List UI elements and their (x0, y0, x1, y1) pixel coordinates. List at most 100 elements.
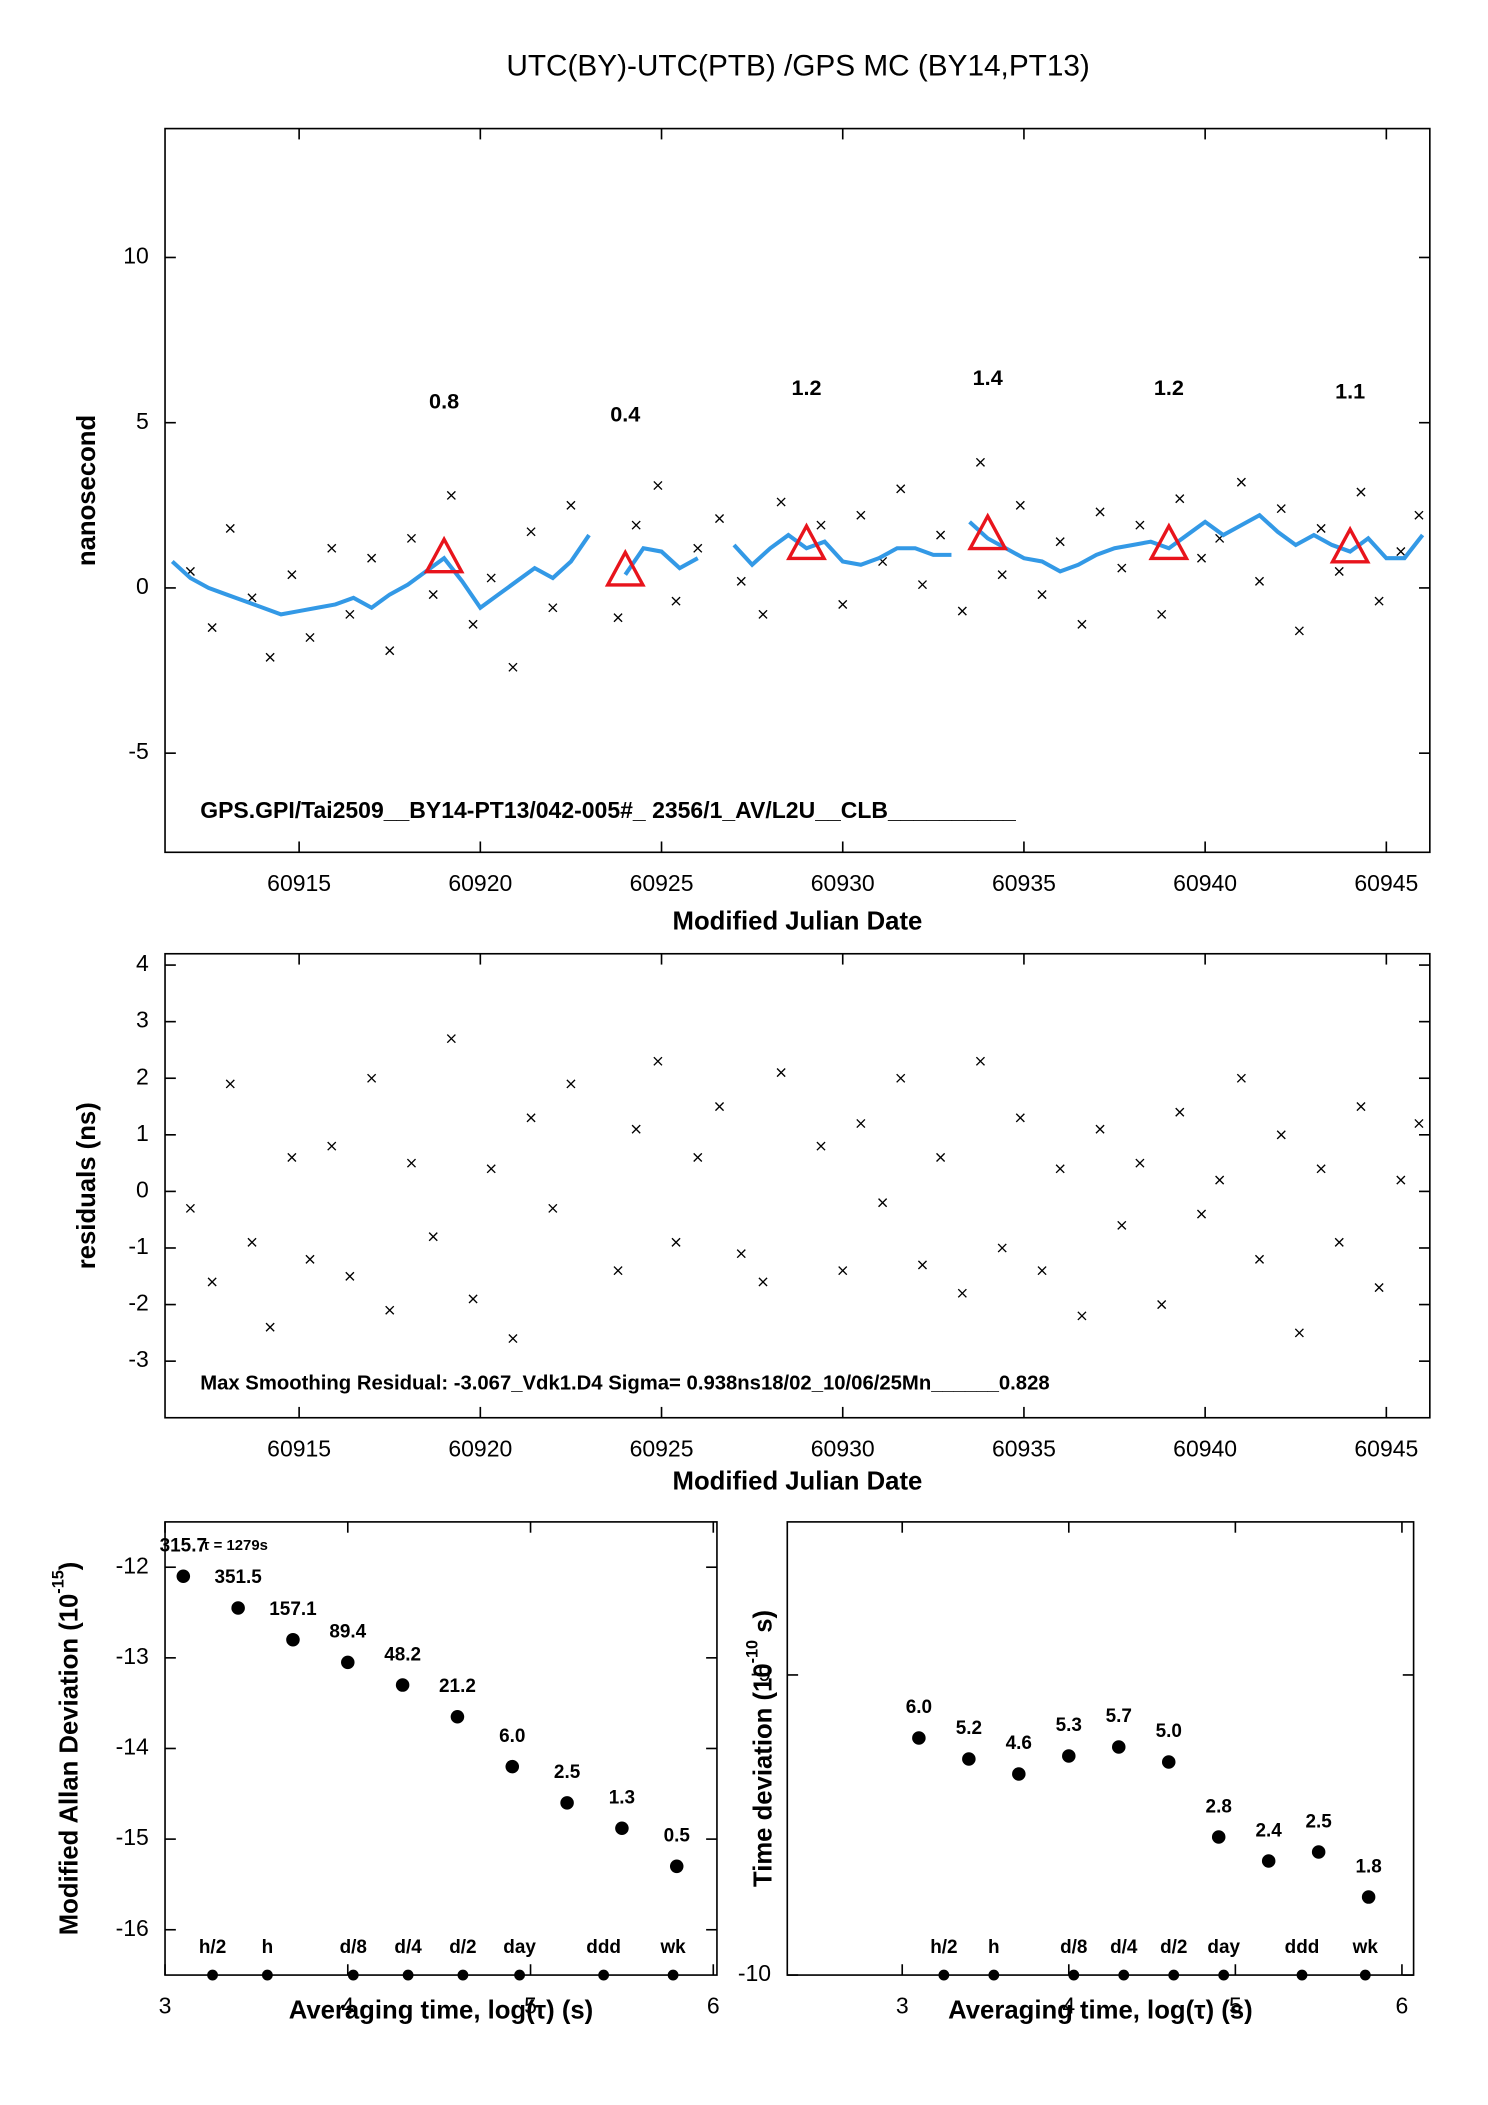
value-label: 0.5 (664, 1826, 690, 1847)
data-point (446, 1034, 456, 1044)
x-tick-label: 60930 (811, 1435, 875, 1461)
data-point (758, 609, 768, 619)
y-axis-label-text: residuals (ns) (73, 1102, 101, 1269)
x-axis-label: Averaging time, log(τ) (s) (289, 1996, 594, 2024)
data-point (1161, 1755, 1176, 1769)
x-tick-label: 60920 (448, 1435, 512, 1461)
data-point (1135, 520, 1145, 530)
data-point (997, 1243, 1007, 1253)
value-label: 2.4 (1256, 1820, 1283, 1841)
x-tick-label: 60930 (811, 870, 875, 896)
data-point (1196, 1209, 1207, 1219)
data-point (1175, 494, 1185, 504)
data-point (305, 1254, 315, 1264)
data-point (327, 1141, 337, 1151)
span-point (207, 1969, 218, 1981)
span-point (1068, 1969, 1080, 1981)
y-tick-label: 5 (136, 408, 149, 434)
span-label: d/4 (394, 1937, 422, 1958)
x-tick-label: 6 (707, 1993, 720, 2019)
data-point (896, 1073, 906, 1083)
value-label: 4.6 (1006, 1733, 1032, 1754)
data-point (917, 1260, 927, 1270)
x-tick-label: 60945 (1354, 870, 1418, 896)
y-axis-label-exponent: -15 (50, 1570, 68, 1593)
x-tick-label: 3 (159, 1993, 172, 2019)
x-tick-label: 3 (896, 1993, 909, 2019)
data-point (385, 646, 395, 656)
data-point (1012, 1767, 1026, 1781)
data-point (1095, 507, 1105, 517)
span-point (402, 1969, 414, 1981)
data-point (1112, 1740, 1126, 1754)
value-label: 6.0 (906, 1697, 932, 1718)
data-point (548, 603, 558, 613)
y-axis-label: Modified Allan Deviation (10-15) (50, 1562, 83, 1936)
data-point (1095, 1124, 1105, 1134)
x-axis-label: Averaging time, log(τ) (s) (948, 1996, 1253, 2024)
data-point (1015, 1113, 1025, 1123)
span-label: d/2 (449, 1937, 476, 1958)
data-point (1077, 1311, 1087, 1321)
span-point (347, 1969, 359, 1981)
span-point (1359, 1969, 1371, 1981)
data-point (1055, 1164, 1065, 1174)
data-point (1276, 1130, 1286, 1140)
y-tick-label: 1 (136, 1120, 149, 1146)
marker-label: 1.2 (1154, 375, 1184, 400)
value-label: 6.0 (499, 1726, 525, 1747)
data-point (1276, 504, 1286, 514)
data-point (486, 1164, 496, 1174)
marker-label: 1.1 (1335, 378, 1365, 403)
data-point (736, 576, 746, 586)
triangle-marker (1148, 522, 1190, 561)
y-tick-label: -5 (128, 738, 148, 764)
data-point (468, 1294, 478, 1304)
data-point (613, 613, 623, 623)
y-tick-label: 4 (136, 950, 149, 976)
y-axis-label-end: ) (55, 1562, 83, 1571)
y-tick-label: -16 (116, 1915, 149, 1941)
plot-frame (164, 127, 1431, 854)
span-label: ddd (586, 1937, 621, 1958)
y-axis-label: nanosecond (73, 415, 101, 566)
span-point (598, 1969, 610, 1981)
data-point (1037, 590, 1047, 600)
data-point (526, 527, 536, 537)
data-point (225, 523, 235, 533)
data-point (1175, 1107, 1185, 1117)
data-point (856, 1118, 866, 1129)
value-label: 89.4 (329, 1622, 366, 1643)
data-point (327, 543, 337, 553)
x-tick-label: 60915 (267, 1435, 331, 1461)
x-tick-label: 4 (1062, 1993, 1075, 2019)
marker-label: 1.2 (791, 375, 821, 400)
data-point (671, 1237, 681, 1247)
data-point (395, 1678, 410, 1692)
y-axis-label: residuals (ns) (73, 1102, 101, 1269)
plot-frame (164, 952, 1431, 1419)
data-point (1254, 1254, 1265, 1264)
value-label: 2.5 (554, 1762, 580, 1783)
x-tick-label: 60915 (267, 870, 331, 896)
data-point (341, 1655, 355, 1670)
value-label: 351.5 (214, 1567, 261, 1588)
data-point (838, 1266, 848, 1276)
x-tick-label: 60920 (448, 870, 512, 896)
value-label: 2.8 (1206, 1796, 1232, 1817)
span-point (938, 1969, 950, 1981)
value-label: 315.7 (160, 1536, 207, 1557)
data-point (450, 1709, 465, 1724)
span-point (1218, 1969, 1230, 1981)
data-point (631, 520, 641, 530)
data-point (671, 596, 681, 606)
plot-frame (164, 1521, 718, 1976)
data-point (1157, 609, 1167, 619)
span-label: wk (1352, 1937, 1379, 1958)
data-point (1236, 1073, 1246, 1083)
data-point (1311, 1845, 1326, 1859)
data-point (1361, 1890, 1376, 1904)
data-point (1077, 619, 1087, 629)
data-point (669, 1859, 684, 1874)
annotation: Max Smoothing Residual: -3.067_Vdk1.D4 S… (200, 1372, 1049, 1394)
